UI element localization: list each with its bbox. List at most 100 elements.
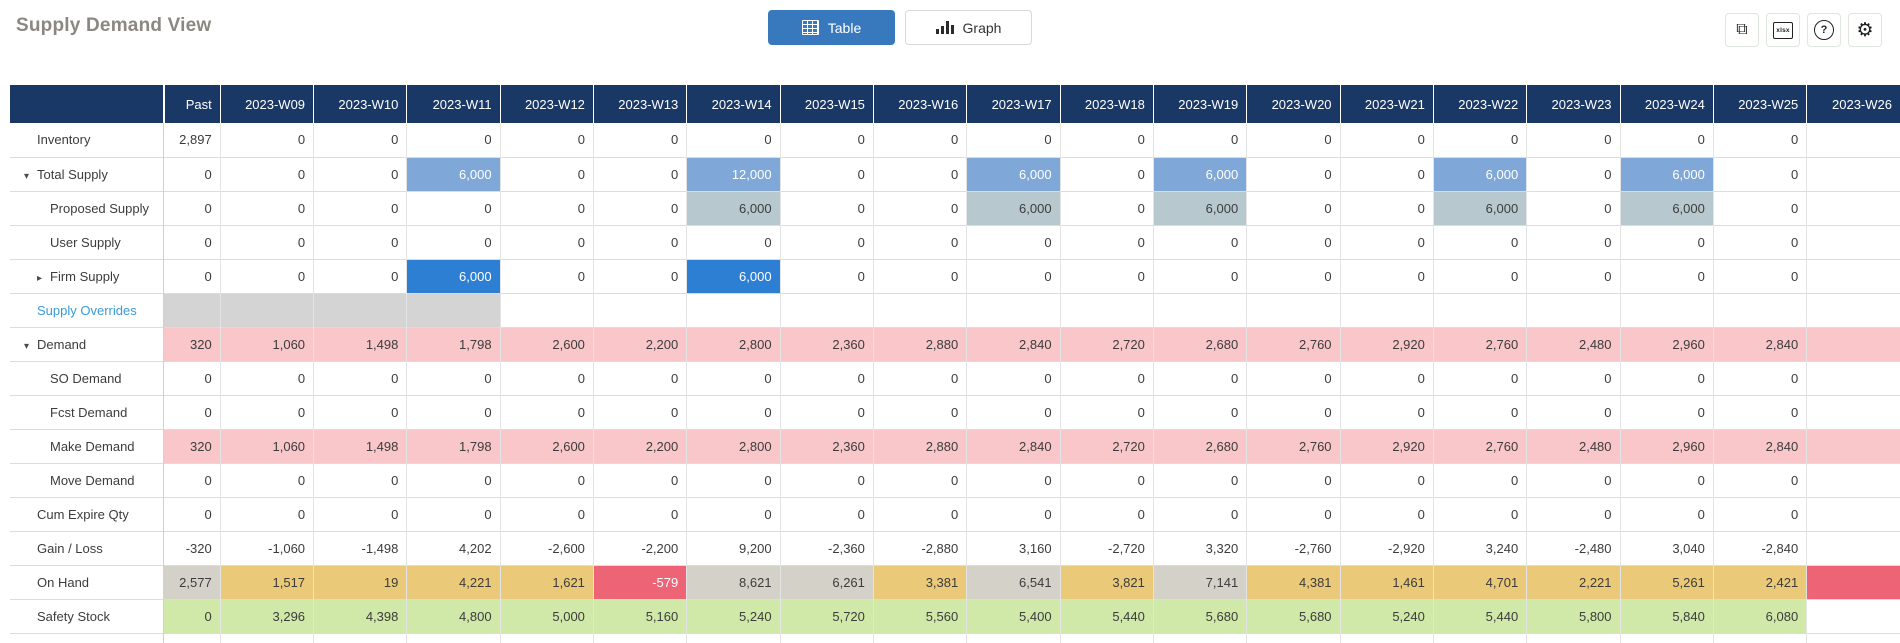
data-cell[interactable]: 6,080	[1712, 599, 1807, 633]
data-cell[interactable]: 2,800	[686, 327, 781, 361]
data-cell[interactable]: 0	[313, 463, 407, 497]
data-cell[interactable]: 0	[1432, 259, 1527, 293]
data-cell[interactable]: 6,261	[779, 565, 874, 599]
data-cell[interactable]: 0	[1339, 497, 1434, 531]
data-cell[interactable]: 2,480	[1526, 327, 1621, 361]
data-cell[interactable]: 2,600	[499, 327, 594, 361]
data-cell[interactable]	[1806, 259, 1900, 293]
data-cell[interactable]: 9,200	[686, 531, 781, 565]
data-cell[interactable]: 0	[1619, 123, 1714, 157]
data-cell[interactable]: 3,821	[1059, 565, 1154, 599]
data-cell[interactable]: 0	[686, 395, 781, 429]
data-cell[interactable]: 2,200	[592, 429, 687, 463]
data-cell[interactable]: 0	[313, 361, 407, 395]
data-cell[interactable]: 0	[313, 225, 407, 259]
data-cell[interactable]: 5,440	[1432, 599, 1527, 633]
data-cell[interactable]: 0	[1526, 395, 1621, 429]
data-cell[interactable]: 0	[686, 225, 781, 259]
data-cell[interactable]: -1,060	[219, 531, 314, 565]
row-label-supply-overrides[interactable]: Supply Overrides	[10, 293, 165, 327]
data-cell[interactable]	[1806, 429, 1900, 463]
export-xlsx-button[interactable]: xlsx	[1766, 13, 1800, 47]
data-cell[interactable]: 320	[163, 429, 221, 463]
data-cell[interactable]: 0	[1526, 497, 1621, 531]
data-cell[interactable]: 6,000	[1619, 157, 1714, 191]
data-cell[interactable]: -2,600	[499, 531, 594, 565]
data-cell[interactable]: 0	[219, 463, 314, 497]
data-cell[interactable]: 0	[219, 497, 314, 531]
data-cell[interactable]: 6,000	[1432, 191, 1527, 225]
data-cell[interactable]: 4,800	[406, 599, 501, 633]
data-cell[interactable]: 0	[499, 497, 594, 531]
data-cell[interactable]: 0	[1432, 395, 1527, 429]
data-cell[interactable]: 0	[1059, 157, 1154, 191]
data-cell[interactable]: 0	[872, 497, 967, 531]
data-cell[interactable]: 0	[592, 463, 687, 497]
data-cell[interactable]: 0	[406, 225, 501, 259]
data-cell[interactable]: 6,000	[686, 259, 781, 293]
data-cell[interactable]: 0	[966, 259, 1061, 293]
data-cell[interactable]: 0	[406, 361, 501, 395]
data-cell[interactable]: 0	[1246, 361, 1341, 395]
data-cell[interactable]	[313, 293, 407, 327]
data-cell[interactable]: 2,421	[1712, 565, 1807, 599]
data-cell[interactable]: 0	[779, 123, 874, 157]
data-cell[interactable]: 1,498	[313, 429, 407, 463]
data-cell[interactable]: 0	[1246, 259, 1341, 293]
data-cell[interactable]: 0	[872, 191, 967, 225]
data-cell[interactable]	[1059, 293, 1154, 327]
data-cell[interactable]: 5,680	[1246, 599, 1341, 633]
data-cell[interactable]: 0	[779, 259, 874, 293]
data-cell[interactable]: 0	[1712, 191, 1807, 225]
data-cell[interactable]	[1246, 293, 1341, 327]
data-cell[interactable]: -2,720	[1059, 531, 1154, 565]
data-cell[interactable]: 0	[163, 497, 221, 531]
data-cell[interactable]: 0	[313, 123, 407, 157]
data-cell[interactable]: 0	[966, 225, 1061, 259]
data-cell[interactable]: 3,160	[966, 531, 1061, 565]
data-cell[interactable]	[1806, 225, 1900, 259]
data-cell[interactable]: 2,840	[966, 429, 1061, 463]
data-cell[interactable]: 2,840	[966, 327, 1061, 361]
data-cell[interactable]: 4,221	[406, 565, 501, 599]
data-cell[interactable]: 5,680	[1152, 599, 1247, 633]
data-cell[interactable]: 12,000	[686, 157, 781, 191]
data-cell[interactable]: -2,760	[1246, 531, 1341, 565]
data-cell[interactable]: -1,498	[313, 531, 407, 565]
data-cell[interactable]: 0	[966, 361, 1061, 395]
data-cell[interactable]: 0	[1339, 463, 1434, 497]
data-cell[interactable]: 0	[779, 463, 874, 497]
data-cell[interactable]: 6,000	[966, 191, 1061, 225]
data-cell[interactable]: 0	[1246, 157, 1341, 191]
data-cell[interactable]	[219, 293, 314, 327]
data-cell[interactable]	[163, 293, 221, 327]
data-cell[interactable]: 5,720	[779, 599, 874, 633]
data-cell[interactable]	[1806, 463, 1900, 497]
data-cell[interactable]: 0	[1059, 191, 1154, 225]
data-cell[interactable]: 0	[1152, 497, 1247, 531]
data-cell[interactable]: 6,000	[406, 157, 501, 191]
row-label-total-supply[interactable]: ▾ Total Supply	[10, 157, 165, 191]
data-cell[interactable]: 0	[499, 259, 594, 293]
data-cell[interactable]: 0	[872, 361, 967, 395]
data-cell[interactable]: 0	[872, 123, 967, 157]
data-cell[interactable]: 0	[406, 395, 501, 429]
data-cell[interactable]	[1806, 395, 1900, 429]
data-cell[interactable]: 1,060	[219, 429, 314, 463]
data-cell[interactable]: 4,202	[406, 531, 501, 565]
data-cell[interactable]	[1806, 191, 1900, 225]
data-cell[interactable]	[1806, 599, 1900, 633]
data-cell[interactable]: 0	[1246, 497, 1341, 531]
data-cell[interactable]: 0	[779, 157, 874, 191]
data-cell[interactable]: 5,800	[1526, 599, 1621, 633]
data-cell[interactable]: 0	[1526, 157, 1621, 191]
data-cell[interactable]: 0	[499, 225, 594, 259]
data-cell[interactable]: 0	[779, 225, 874, 259]
row-label-firm-supply[interactable]: ▸ Firm Supply	[10, 259, 165, 293]
data-cell[interactable]: 320	[163, 327, 221, 361]
data-cell[interactable]: 6,000	[1152, 157, 1247, 191]
data-cell[interactable]: -2,360	[779, 531, 874, 565]
data-cell[interactable]: 2,920	[1339, 327, 1434, 361]
data-cell[interactable]: 0	[1619, 259, 1714, 293]
data-cell[interactable]: -320	[163, 531, 221, 565]
